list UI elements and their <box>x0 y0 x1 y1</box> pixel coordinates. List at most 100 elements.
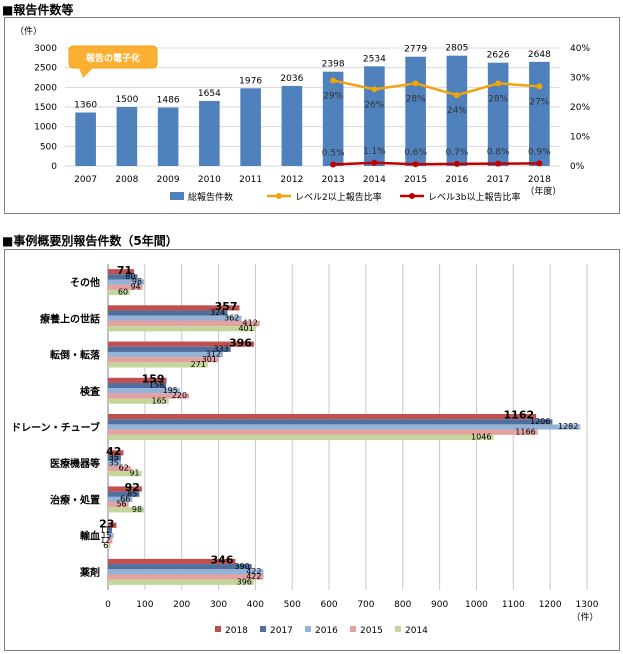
bar-value-label: 401 <box>238 324 253 333</box>
bar-value-label: 62 <box>119 464 129 473</box>
bar-2017 <box>108 527 113 534</box>
category-count-chart: 0 100 200 300 400 500 600 700 800 900 1000 1100 1200… <box>11 264 599 636</box>
y-tick-label: 2500 <box>34 64 57 74</box>
bar-2017 <box>108 564 252 570</box>
bar-value-label: 396 <box>229 336 252 349</box>
section2-title: ■事例概要別報告件数（5年間） <box>2 234 178 248</box>
line-value-label: 0.5% <box>322 149 345 159</box>
bar-2018 <box>108 486 142 492</box>
bar-value-label: 2626 <box>487 51 510 61</box>
line-value-label: 1.1% <box>363 147 386 157</box>
y-tick-label: 3000 <box>34 44 57 54</box>
bar-value-label: 357 <box>215 300 238 313</box>
bar-2014 <box>108 362 208 368</box>
bar-2015 <box>108 320 260 327</box>
y-axis-unit: （件） <box>15 25 42 37</box>
category-label: 医療機器等 <box>50 457 100 470</box>
legend-label: 2016 <box>315 626 338 636</box>
line-point <box>371 86 378 93</box>
x-axis-unit: （年度） <box>525 185 561 197</box>
bar-2016 <box>108 460 121 466</box>
annotation-label: 報告の電子化 <box>86 52 140 64</box>
bar-total-reports <box>116 107 138 166</box>
bar-2018 <box>108 341 254 347</box>
category-label: 治療・処置 <box>50 493 100 506</box>
bar-total-reports <box>240 88 261 166</box>
category-label: その他 <box>70 276 100 289</box>
line-point <box>495 160 502 167</box>
section1-title: ■報告件数等 <box>2 3 74 17</box>
bar-2018 <box>108 558 236 565</box>
bar-total-reports <box>75 112 96 166</box>
category-label: 検査 <box>80 385 101 398</box>
bar-2018 <box>108 269 135 275</box>
bar-2014 <box>108 434 494 440</box>
x-tick-label: 2018 <box>528 175 551 185</box>
x-tick-label: 1000 <box>465 600 488 610</box>
legend-swatch <box>350 626 356 632</box>
y2-tick-label: 0% <box>570 162 585 172</box>
line-point <box>453 92 460 99</box>
bar-value-label: 23 <box>99 517 114 530</box>
legend-label: 2014 <box>405 626 428 636</box>
series-line <box>332 79 540 97</box>
bar-2015 <box>108 357 219 363</box>
bar-2018 <box>108 450 124 456</box>
series-line <box>333 161 540 166</box>
x-tick-label: 1300 <box>576 600 599 610</box>
line-value-label: 26% <box>364 100 384 110</box>
bar-value-label: 312 <box>206 350 221 359</box>
x-tick-label: 2016 <box>445 175 468 185</box>
legend-label: 2018 <box>225 626 248 636</box>
line-value-label: 0.9% <box>528 147 551 157</box>
line-point <box>330 161 337 168</box>
line-point <box>453 160 460 167</box>
bar-value-label: 2779 <box>404 45 427 55</box>
bar-value-label: 35 <box>109 453 119 462</box>
bar-2015 <box>108 393 190 399</box>
bar-2014 <box>108 543 111 549</box>
bar-value-label: 1360 <box>74 101 97 111</box>
bar-2016 <box>108 388 180 394</box>
category-label: 転倒・転落 <box>50 349 101 362</box>
bar-value-label: 92 <box>125 481 140 494</box>
legend-swatch <box>215 626 221 632</box>
bar-value-label: 1206 <box>530 417 550 426</box>
bar-total-reports <box>529 61 550 166</box>
bar-value-label: 195 <box>163 386 178 395</box>
bar-value-label: 165 <box>152 396 167 405</box>
bar-2014 <box>108 289 131 296</box>
legend-label: 2015 <box>360 626 383 636</box>
x-tick-label: 2015 <box>404 175 427 185</box>
annotation-pointer <box>79 68 93 78</box>
x-tick-label: 2011 <box>239 175 262 185</box>
x-tick-label: 1200 <box>539 600 562 610</box>
bar-value-label: 94 <box>130 282 140 291</box>
bar-value-label: 422 <box>246 572 261 581</box>
x-tick-label: 900 <box>431 600 448 610</box>
legend-swatch <box>170 192 184 200</box>
bar-value-label: 2398 <box>322 60 345 70</box>
bar-2017 <box>108 346 231 352</box>
bar-value-label: 1166 <box>515 427 535 436</box>
bar-value-label: 333 <box>213 344 228 353</box>
legend-label: レベル2以上報告比率 <box>295 191 382 203</box>
line-value-label: 29% <box>323 91 343 101</box>
line-value-label: 0.8% <box>487 148 510 158</box>
bar-value-label: 301 <box>202 355 217 364</box>
bar-value-label: 6 <box>103 541 108 550</box>
bar-2014 <box>108 326 256 332</box>
bar-total-reports <box>446 55 468 166</box>
line-value-label: 28% <box>488 94 508 104</box>
x-tick-label: 2014 <box>363 175 386 185</box>
bar-total-reports <box>487 62 509 167</box>
bar-value-label: 71 <box>117 264 132 277</box>
bar-value-label: 1046 <box>471 433 491 442</box>
legend-swatch <box>395 626 401 632</box>
line-point <box>495 80 502 87</box>
bar-value-label: 91 <box>129 469 139 478</box>
bar-2014 <box>108 507 145 513</box>
bar-value-label: 2648 <box>528 50 551 60</box>
bar-2015 <box>108 465 131 472</box>
y2-tick-label: 40% <box>570 44 590 54</box>
